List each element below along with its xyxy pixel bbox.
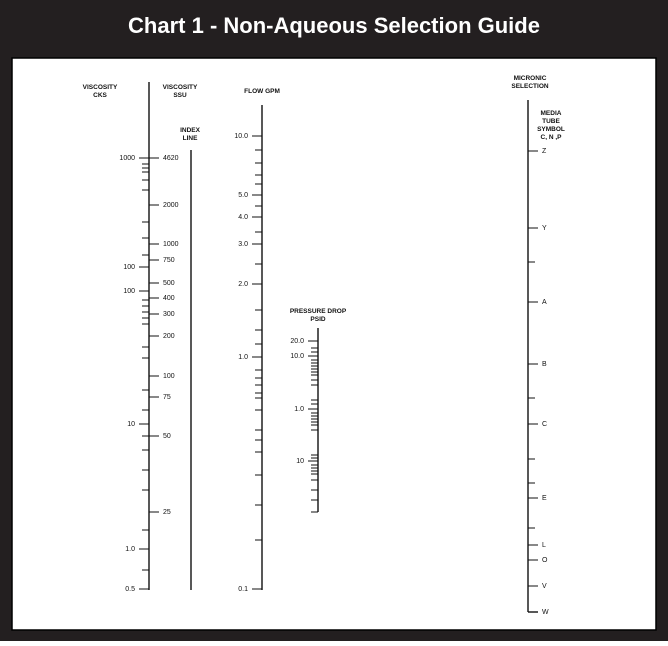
scale-title: VISCOSITY — [163, 84, 198, 91]
scale-label: 4620 — [163, 155, 179, 162]
nomograph: VISCOSITYCKS1000100100101.00.5VISCOSITYS… — [83, 75, 565, 616]
scale-label: 100 — [123, 264, 135, 271]
scale-label: 750 — [163, 257, 175, 264]
scale-label: 200 — [163, 333, 175, 340]
scale-label: 10.0 — [234, 133, 248, 140]
scale-title: INDEX — [180, 127, 201, 134]
scale-label: 4.0 — [238, 214, 248, 221]
scale-label: 5.0 — [238, 192, 248, 199]
scale-title: PRESSURE DROP — [290, 308, 347, 315]
scale-title: VISCOSITY — [83, 84, 118, 91]
scale-label: C — [542, 421, 547, 428]
scale-label: V — [542, 583, 547, 590]
scale-label: 400 — [163, 295, 175, 302]
scale-title: PSID — [310, 316, 325, 323]
scale-label: E — [542, 495, 547, 502]
chart-panel — [11, 57, 657, 631]
scale-label: 10.0 — [290, 353, 304, 360]
scale-label: 10 — [127, 421, 135, 428]
scale-label: 0.1 — [238, 586, 248, 593]
scale-label: 100 — [163, 373, 175, 380]
scale-title: FLOW GPM — [244, 88, 280, 95]
scale-label: 50 — [163, 433, 171, 440]
scale-label: 20.0 — [290, 338, 304, 345]
scale-label: 1000 — [163, 241, 179, 248]
scale-label: A — [542, 299, 547, 306]
scale-title: CKS — [93, 92, 107, 99]
scale-label: B — [542, 361, 547, 368]
scale-label: 1.0 — [294, 406, 304, 413]
scale-label: 0.5 — [125, 586, 135, 593]
scale-label: 75 — [163, 394, 171, 401]
scale-title: MEDIA — [541, 110, 562, 117]
scale-label: L — [542, 542, 546, 549]
scale-label: 500 — [163, 280, 175, 287]
scale-label: 2000 — [163, 202, 179, 209]
scale-title: C, N ,P — [541, 134, 563, 141]
scale-label: 3.0 — [238, 241, 248, 248]
header-title: Chart 1 - Non-Aqueous Selection Guide — [128, 13, 540, 38]
scale-label: 1.0 — [238, 354, 248, 361]
scale-label: W — [542, 609, 549, 616]
scale-label: 1.0 — [125, 546, 135, 553]
scale-label: 2.0 — [238, 281, 248, 288]
scale-label: 1000 — [119, 155, 135, 162]
scale-title: LINE — [183, 135, 198, 142]
scale-title: SSU — [173, 92, 187, 99]
scale-label: O — [542, 557, 548, 564]
scale-label: 10 — [296, 458, 304, 465]
scale-title: SELECTION — [511, 83, 549, 90]
scale-label: 300 — [163, 311, 175, 318]
scale-title: TUBE — [542, 118, 560, 125]
scale-title: SYMBOL — [537, 126, 565, 133]
scale-label: 100 — [123, 288, 135, 295]
scale-label: Z — [542, 148, 547, 155]
scale-label: 25 — [163, 509, 171, 516]
scale-label: Y — [542, 225, 547, 232]
scale-title: MICRONIC — [514, 75, 547, 82]
